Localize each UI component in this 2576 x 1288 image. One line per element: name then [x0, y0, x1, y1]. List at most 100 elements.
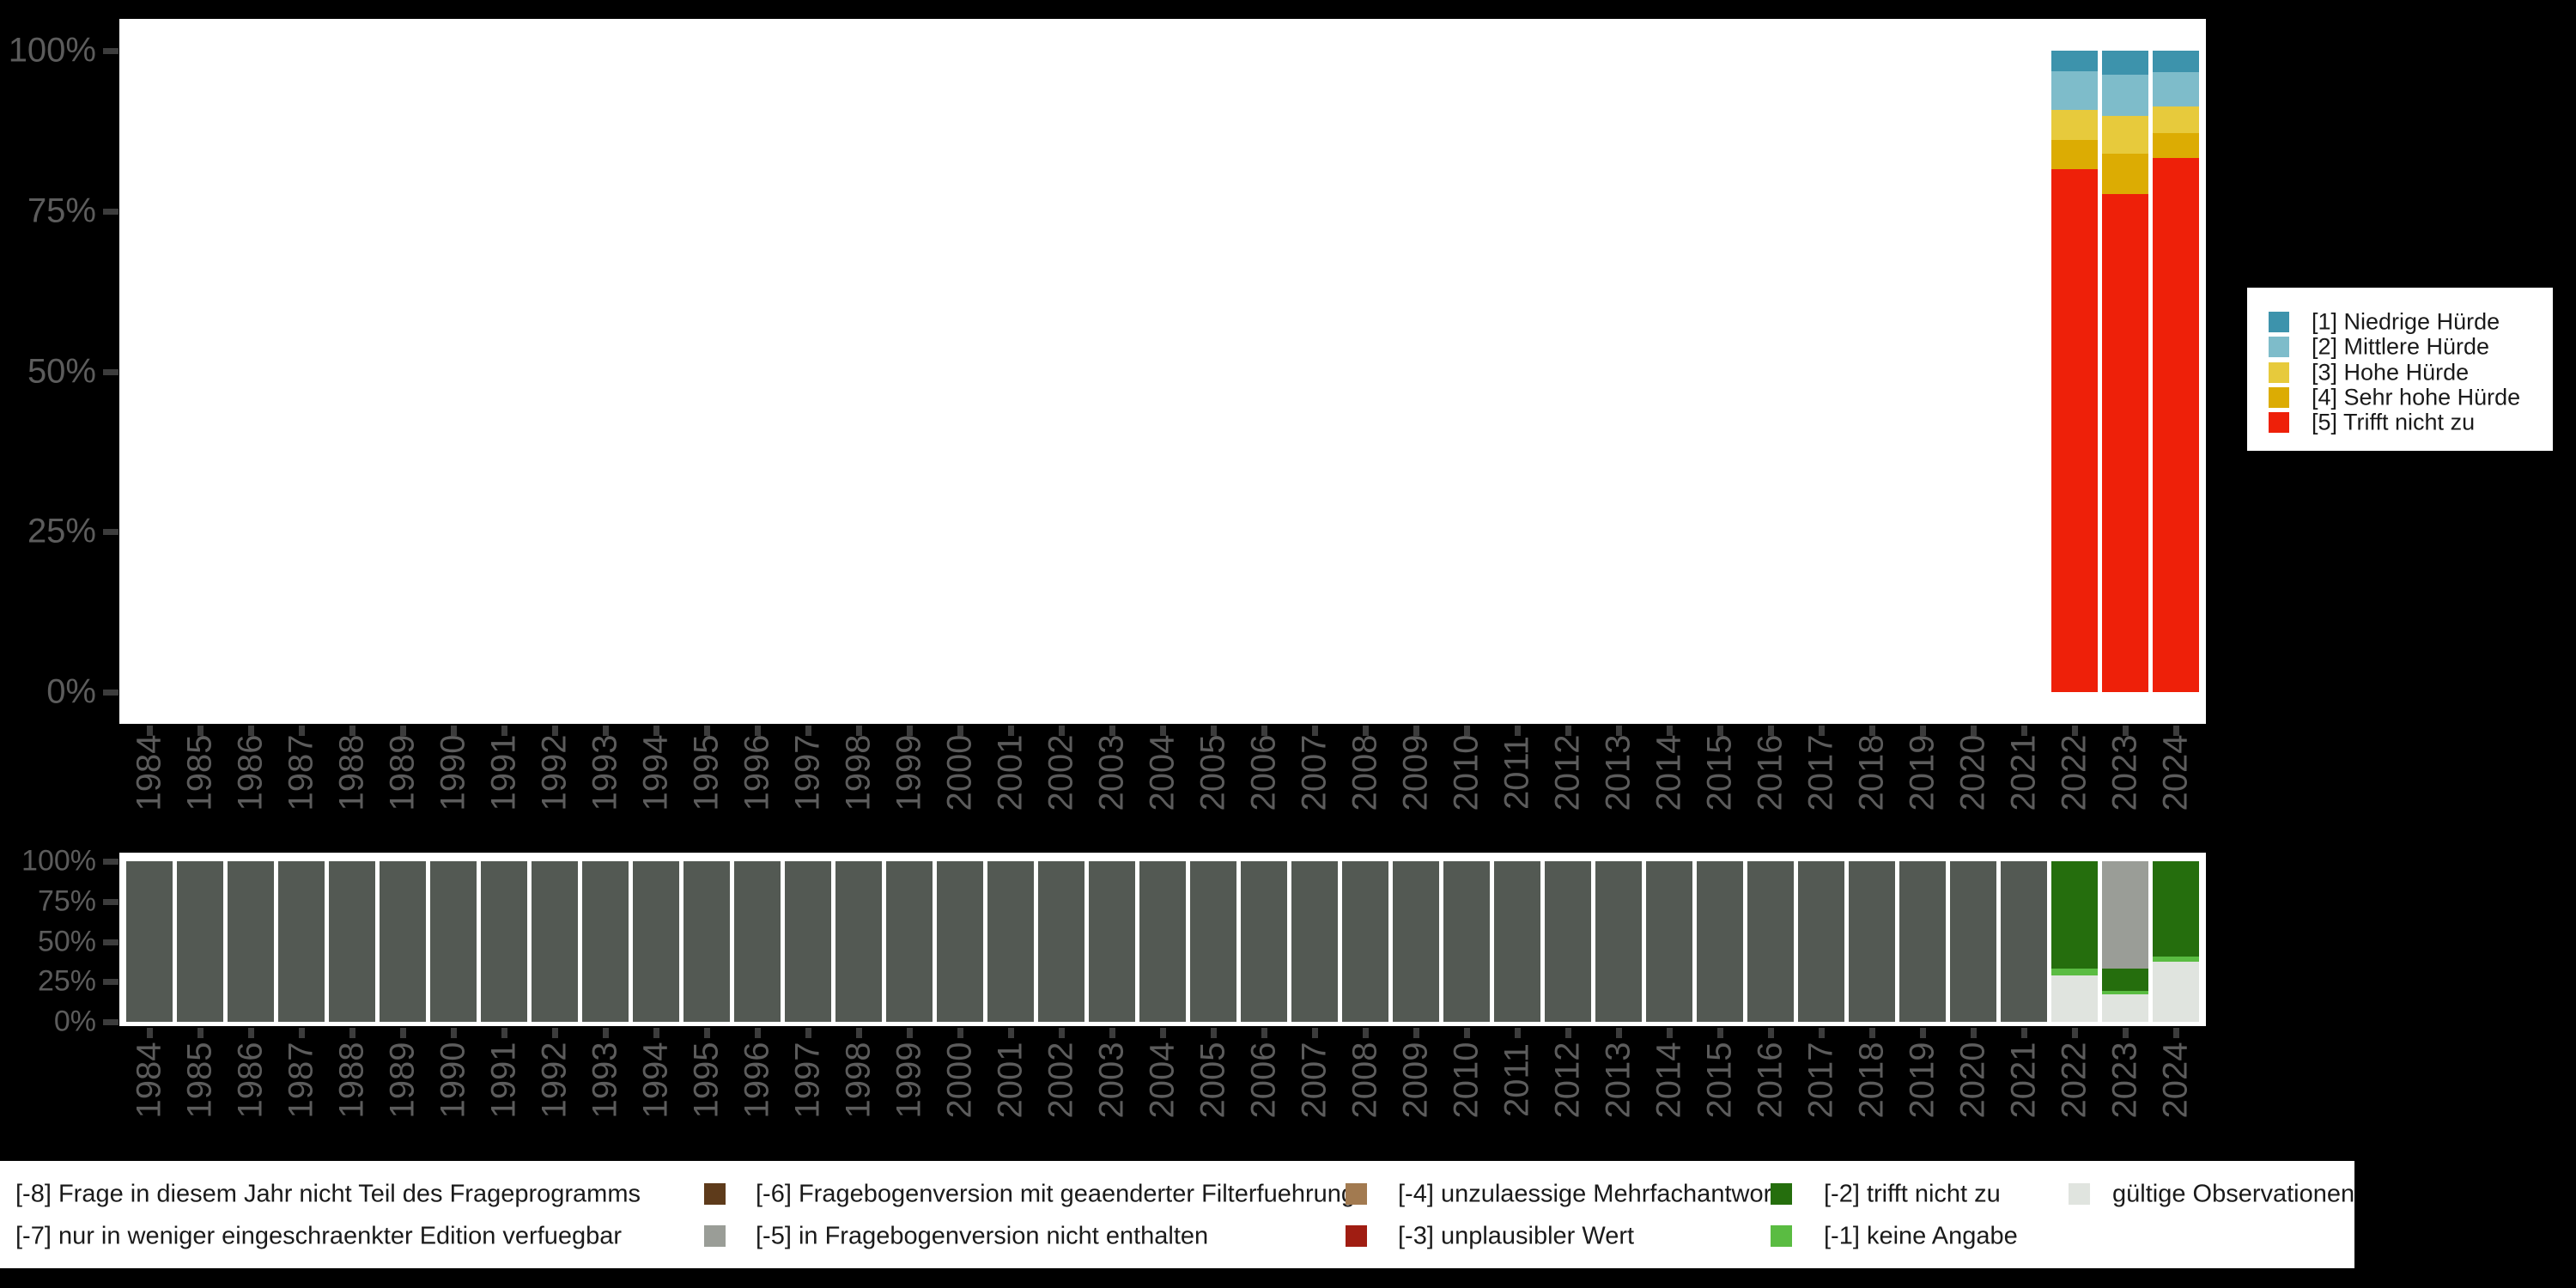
x-axis-year-label: 1999: [890, 734, 928, 811]
bar-1988: [329, 861, 375, 1022]
answers-legend: [1] Niedrige Hürde [2] Mittlere Hürde [3] …: [2247, 288, 2553, 451]
x-tick-mark: [1413, 726, 1419, 736]
missing-legend-label: [-7] nur in weniger eingeschraenkter Edi…: [15, 1222, 623, 1250]
x-axis-year-label: 1996: [738, 1042, 776, 1119]
y-axis-tick-label: 75%: [37, 884, 96, 918]
x-axis-year-label: 1994: [636, 1042, 675, 1119]
x-axis-year-label: 2019: [1903, 1042, 1941, 1119]
segment-5: [2153, 157, 2199, 692]
bar-2004: [1139, 861, 1186, 1022]
x-tick-mark: [1261, 1028, 1267, 1038]
missing-legend-label: [-8] Frage in diesem Jahr nicht Teil des…: [15, 1180, 641, 1208]
x-tick-mark: [552, 726, 558, 736]
x-tick-mark: [1109, 726, 1115, 736]
segment--8: [329, 861, 375, 1022]
x-tick-mark: [1717, 1028, 1723, 1038]
x-tick-mark: [501, 1028, 507, 1038]
segment--8: [1393, 861, 1439, 1022]
x-axis-year-label: 1987: [282, 1042, 320, 1119]
missing-legend-label: [-1] keine Angabe: [1824, 1222, 2018, 1250]
x-axis-year-label: 1998: [839, 734, 878, 811]
segment-2: [2153, 71, 2199, 106]
bar-1989: [380, 861, 426, 1022]
x-tick-mark: [704, 726, 710, 736]
y-axis-tick-label: 75%: [27, 191, 96, 230]
x-tick-mark: [2021, 726, 2027, 736]
x-axis-year-label: 2021: [2004, 734, 2043, 811]
legend-label-3: [3] Hohe Hürde: [2312, 359, 2470, 386]
x-axis-year-label: 2020: [1953, 734, 1992, 811]
x-tick-mark: [2072, 726, 2078, 736]
segment--8: [430, 861, 477, 1022]
x-tick-mark: [603, 1028, 609, 1038]
segment-4: [2153, 133, 2199, 158]
segment--8: [1291, 861, 1338, 1022]
bar-1984: [126, 861, 173, 1022]
bar-2023: [2102, 861, 2148, 1022]
x-axis-year-label: 2012: [1548, 734, 1587, 811]
segment--2: [2102, 968, 2148, 991]
x-axis-year-label: 2004: [1143, 1042, 1182, 1119]
x-tick-mark: [907, 726, 913, 736]
missing-legend-swatch: [704, 1183, 726, 1205]
segment--8: [1139, 861, 1186, 1022]
x-tick-mark: [1565, 726, 1571, 736]
x-axis-year-label: 2014: [1649, 734, 1688, 811]
y-tick-mark: [103, 939, 118, 945]
x-axis-year-label: 2009: [1396, 1042, 1435, 1119]
segment-gültige Observationen: [2051, 975, 2098, 1022]
bar-1990: [430, 861, 477, 1022]
x-axis-year-label: 2006: [1244, 1042, 1283, 1119]
bar-2021: [2001, 861, 2047, 1022]
x-axis-year-label: 2013: [1599, 734, 1637, 811]
x-axis-year-label: 2007: [1295, 1042, 1334, 1119]
segment--8: [481, 861, 527, 1022]
x-tick-mark: [248, 1028, 254, 1038]
segment-1: [2051, 51, 2098, 71]
x-axis-year-label: 2023: [2105, 1042, 2144, 1119]
x-axis-year-label: 2005: [1194, 734, 1232, 811]
x-axis-year-label: 1994: [636, 734, 675, 811]
x-axis-year-label: 2015: [1700, 1042, 1739, 1119]
missing-legend-label: [-6] Fragebogenversion mit geaenderter F…: [756, 1180, 1355, 1208]
x-axis-year-label: 2010: [1447, 1042, 1485, 1119]
x-axis-year-label: 2017: [1801, 1042, 1840, 1119]
y-tick-mark: [103, 690, 118, 696]
bar-1986: [228, 861, 274, 1022]
x-tick-mark: [1413, 1028, 1419, 1038]
x-axis-year-label: 1989: [383, 1042, 422, 1119]
bar-2024: [2153, 51, 2199, 692]
x-tick-mark: [1565, 1028, 1571, 1038]
segment--8: [1545, 861, 1591, 1022]
bar-2020: [1950, 861, 1996, 1022]
bar-1991: [481, 861, 527, 1022]
segment--1: [2051, 968, 2098, 976]
bar-2022: [2051, 51, 2098, 692]
segment--8: [1342, 861, 1388, 1022]
x-axis-year-label: 2008: [1346, 734, 1384, 811]
x-tick-mark: [400, 726, 406, 736]
x-axis-year-label: 2012: [1548, 1042, 1587, 1119]
x-tick-mark: [856, 1028, 862, 1038]
segment--1: [2153, 957, 2199, 963]
x-tick-mark: [805, 726, 811, 736]
x-tick-mark: [1464, 726, 1470, 736]
x-axis-year-label: 1993: [586, 734, 624, 811]
x-tick-mark: [349, 1028, 355, 1038]
x-tick-mark: [501, 726, 507, 736]
bar-2010: [1443, 861, 1490, 1022]
bar-1997: [785, 861, 831, 1022]
x-tick-mark: [1363, 726, 1369, 736]
segment--8: [1190, 861, 1236, 1022]
x-tick-mark: [197, 1028, 204, 1038]
bar-1992: [532, 861, 578, 1022]
x-tick-mark: [451, 726, 457, 736]
y-axis-tick-label: 50%: [37, 925, 96, 957]
x-axis-year-label: 1995: [687, 1042, 726, 1119]
x-tick-mark: [1008, 1028, 1014, 1038]
x-tick-mark: [1768, 1028, 1774, 1038]
bar-2013: [1595, 861, 1642, 1022]
x-tick-mark: [1667, 1028, 1673, 1038]
y-axis-tick-label: 25%: [37, 964, 96, 998]
legend-label-2: [2] Mittlere Hürde: [2312, 333, 2490, 360]
